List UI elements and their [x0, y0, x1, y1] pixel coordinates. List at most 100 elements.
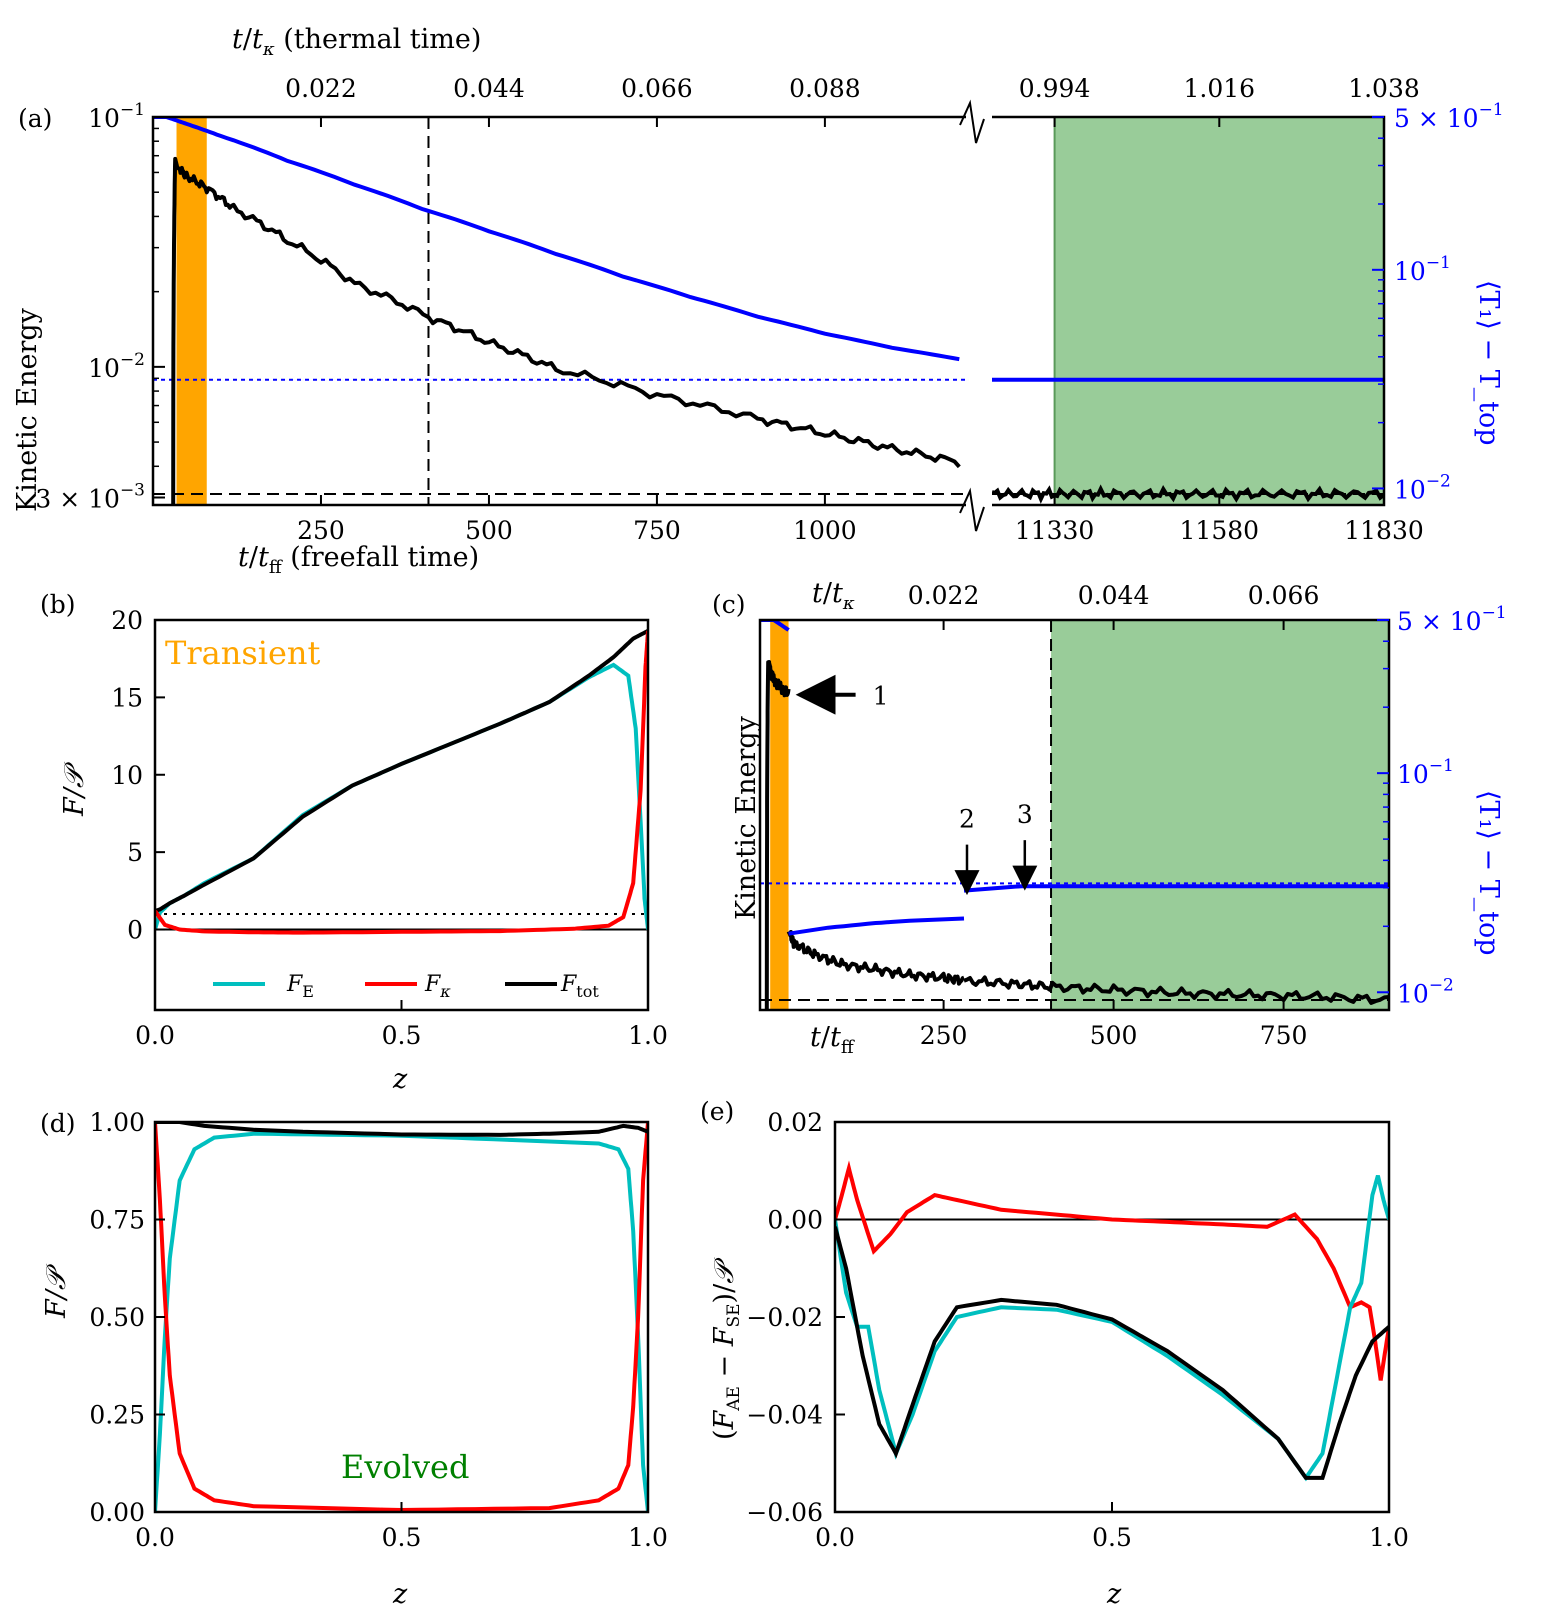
- ytick-label: −0.04: [746, 1401, 823, 1430]
- legend-Ftot-label: Ftot: [560, 972, 599, 1001]
- ytick-right-label: 10−2: [1397, 975, 1454, 1008]
- ytick-label-base: 10: [88, 354, 120, 383]
- top-xtick-label: 0.022: [908, 581, 980, 610]
- panel-b: 0.0 0.5 1.0 0 5 10 15 20 (b) F/𝒫 z Transient FE…: [40, 590, 668, 1095]
- xtick-label: 750: [1260, 1021, 1308, 1050]
- ytick-right-label-exp: −2: [1429, 975, 1454, 995]
- ytick-label: 0.02: [767, 1108, 823, 1137]
- ytick-label: 20: [111, 606, 143, 635]
- Fkappa-line: [155, 630, 648, 935]
- transient-band: [176, 117, 207, 505]
- ytick-label: −0.06: [746, 1498, 823, 1527]
- panel-a-ylabel: Kinetic Energy: [12, 307, 43, 512]
- panel-d-evolved-annotation: Evolved: [341, 1448, 469, 1486]
- panel-a-background: [176, 117, 1384, 505]
- kinetic-energy-line-evolved: [992, 484, 1384, 504]
- xtick-label: 750: [633, 516, 681, 545]
- panel-e-xlabel: z: [1106, 1579, 1122, 1610]
- temperature-line: [788, 916, 965, 936]
- Fkappa-line: [835, 1160, 1389, 1381]
- ytick-label: 0.25: [89, 1401, 145, 1430]
- xtick-label: 11330: [1015, 516, 1095, 545]
- temperature-line: [153, 117, 960, 362]
- ytick-label-base: 3 × 10: [35, 485, 120, 514]
- panel-e-ylabel: (FAE − FSE)/𝒫: [709, 1257, 744, 1440]
- panel-d-axes: 0.0 0.5 1.0 0.00 0.25 0.50 0.75 1.00: [89, 1108, 668, 1552]
- panel-c-top-xlabel: t/tκ: [812, 578, 855, 614]
- xtick-label: 1.0: [628, 1021, 668, 1050]
- panel-a-top-xlabel: t/tκ (thermal time): [232, 24, 481, 60]
- panel-d-label: (d): [40, 1109, 76, 1138]
- ytick-right-label-base: 5 × 10: [1397, 607, 1482, 636]
- ytick-right-label-exp: −1: [1482, 603, 1507, 623]
- ytick-label: 10−2: [88, 350, 145, 383]
- ytick-right-label-base: 10: [1397, 979, 1429, 1008]
- ytick-right-label-exp: −1: [1479, 100, 1504, 120]
- axes-left-frame: [151, 115, 966, 507]
- top-xtick-label: 0.994: [1019, 74, 1091, 103]
- kinetic-energy-line: [786, 930, 965, 986]
- ytick-label: 15: [111, 683, 143, 712]
- top-xtick-label: 1.016: [1184, 74, 1256, 103]
- axis-break-top: [959, 99, 985, 144]
- ytick-right-label-base: 10: [1397, 760, 1429, 789]
- panel-b-axes: 0.0 0.5 1.0 0 5 10 15 20: [111, 606, 668, 1050]
- top-xtick-label: 0.044: [453, 74, 525, 103]
- panel-b-frame: [153, 618, 650, 1012]
- panel-a-bottom-xlabel-text: (freefall time): [290, 542, 479, 573]
- panel-c-ylabel: Kinetic Energy: [731, 715, 762, 920]
- Ftot-line: [835, 1226, 1389, 1480]
- panel-b-clip: [155, 629, 648, 935]
- xtick-label: 0.0: [815, 1523, 855, 1552]
- ytick-label-exp: −2: [120, 350, 145, 370]
- panel-b-label: (b): [40, 590, 76, 619]
- ytick-right-label: 10−1: [1397, 756, 1454, 789]
- panel-a-label: (a): [18, 104, 52, 133]
- ytick-label-exp: −1: [120, 100, 145, 120]
- panel-d: 0.0 0.5 1.00.000.250.500.751.00 (d) F/𝒫 z …: [40, 1108, 668, 1610]
- Ftot-line: [155, 629, 648, 913]
- left-segment-lines: [153, 117, 966, 505]
- panel-e: 0.0 0.5 1.0 0.02 0.00 −0.02 −0.04 −0.06 (e) (FA…: [700, 1097, 1409, 1610]
- panel-c-background: [770, 620, 1389, 1010]
- panel-c-ylabel-right: ⟨T₁⟩ − T_top: [1473, 790, 1504, 956]
- panel-a-top-xlabel-text: (thermal time): [283, 24, 481, 55]
- legend-FE-label: FE: [286, 972, 314, 1001]
- ytick-right-label: 5 × 10−1: [1394, 100, 1504, 133]
- ytick-label: 10−1: [88, 100, 145, 133]
- Ftot-line: [155, 1122, 648, 1137]
- panel-d-xlabel: z: [392, 1579, 408, 1610]
- ytick-right-label-base: 10: [1394, 257, 1426, 286]
- ytick-right-label-base: 10: [1394, 475, 1426, 504]
- ytick-right-label-base: 5 × 10: [1394, 104, 1479, 133]
- ytick-label: 0.00: [767, 1206, 823, 1235]
- xtick-label: 0.5: [1092, 1523, 1132, 1552]
- xtick-label: 500: [465, 516, 513, 545]
- arrow-3-label: 3: [1017, 800, 1033, 829]
- ytick-label: 0.75: [89, 1206, 145, 1235]
- ytick-right-label: 10−2: [1394, 471, 1451, 504]
- FE-line: [835, 1175, 1389, 1482]
- axes-right-frame: [992, 115, 1386, 507]
- xtick-label: 0.0: [135, 1523, 175, 1552]
- xtick-label: 250: [297, 516, 345, 545]
- top-xtick-label: 1.038: [1348, 74, 1420, 103]
- xtick-label: 0.0: [135, 1021, 175, 1050]
- kinetic-energy-line: [764, 660, 791, 1010]
- panel-e-label: (e): [700, 1097, 734, 1126]
- ytick-label-exp: −3: [120, 481, 145, 501]
- panel-b-legend: FE Fκ Ftot: [213, 972, 599, 1001]
- xtick-label: 0.5: [382, 1021, 422, 1050]
- panel-b-transient-annotation: Transient: [165, 634, 321, 672]
- arrow-1-label: 1: [873, 682, 889, 711]
- FE-line: [155, 662, 648, 931]
- xtick-label: 1.0: [628, 1523, 668, 1552]
- arrow-2-label: 2: [959, 805, 975, 834]
- xtick-label: 1000: [793, 516, 857, 545]
- top-xtick-label: 0.088: [789, 74, 861, 103]
- right-segment-lines: [992, 377, 1384, 504]
- top-xtick-label: 0.022: [285, 74, 357, 103]
